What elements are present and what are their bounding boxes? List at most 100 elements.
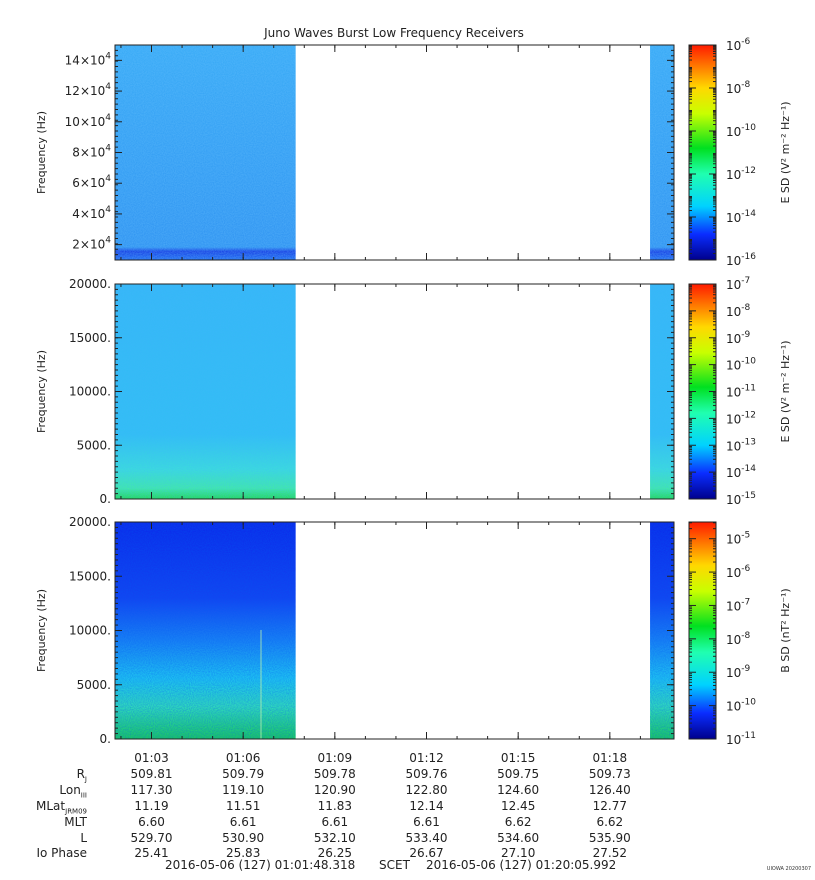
colorbar-2: 10-7 10-8 10-9 10-10 10-11 10-12 10-13 10-14 10-… [688, 276, 792, 507]
ephemeris-label: RJ [76, 767, 87, 784]
ephemeris-value: 509.75 [497, 767, 540, 781]
ephemeris-value: 27.52 [592, 846, 628, 860]
ephemeris-value: 509.79 [222, 767, 265, 781]
y-tick-label: 8×104 [72, 144, 111, 160]
colorbar-tick-label: 10-7 [726, 276, 750, 292]
colorbar-tick-label: 10-10 [726, 357, 756, 373]
credit-text: UIOWA 20200307 [766, 866, 811, 872]
colorbar-tick-label: 10-12 [726, 410, 756, 426]
ephemeris-value: 530.90 [222, 831, 265, 845]
ephemeris-value: 119.10 [222, 783, 265, 797]
time-tick-label: 01:03 [134, 751, 169, 765]
colorbar-tick-label: 10-15 [726, 491, 756, 507]
data-block-noise-2 [650, 45, 674, 260]
ephemeris-value: 6.61 [229, 815, 257, 829]
colorbar-tick-label: 10-8 [726, 303, 751, 319]
ephemeris-value: 27.10 [500, 846, 536, 860]
colorbar-label: E SD (V² m⁻² Hz⁻¹) [779, 101, 792, 203]
y-tick-label: 6×104 [72, 174, 111, 190]
colorbar-tick-label: 10-16 [726, 252, 756, 268]
ephemeris-value: 534.60 [497, 831, 540, 845]
y-tick-label: 20000. [69, 515, 111, 529]
ephemeris-value: 509.81 [130, 767, 173, 781]
spectrogram-panel-2: 0. 5000. 10000. 15000. 20000. Frequency (Hz) 1… [35, 276, 792, 507]
data-block-noise-1 [114, 45, 296, 260]
y-tick-label: 15000. [69, 331, 111, 345]
ephemeris-value: 126.40 [588, 783, 631, 797]
ephemeris-value: 529.70 [130, 831, 173, 845]
spectrogram-panel-3: 0. 5000. 10000. 15000. 20000. Frequency (Hz) 1… [35, 515, 792, 747]
y-tick-label: 5000. [77, 438, 111, 452]
colorbar-label: E SD (V² m⁻² Hz⁻¹) [779, 340, 792, 442]
colorbar-tick-label: 10-9 [726, 330, 751, 346]
y-tick-label: 14×104 [65, 51, 112, 67]
colorbar-tick-label: 10-9 [726, 664, 751, 680]
ephemeris-value: 6.60 [138, 815, 165, 829]
y-tick-label: 12×104 [65, 82, 112, 98]
colorbar-tick-label: 10-14 [726, 209, 756, 225]
colorbar-tick-label: 10-8 [726, 80, 751, 96]
ephemeris-value: 12.14 [409, 799, 444, 813]
ephemeris-value: 26.25 [317, 846, 353, 860]
ephemeris-value: 124.60 [497, 783, 540, 797]
ephemeris-value: 122.80 [405, 783, 448, 797]
ephemeris-value: 12.45 [500, 799, 536, 813]
colorbar-gradient [688, 521, 717, 740]
colorbar-tick-label: 10-5 [726, 531, 750, 547]
ephemeris-value: 6.62 [596, 815, 624, 829]
ephemeris-value: 509.76 [405, 767, 448, 781]
colorbar-tick-label: 10-13 [726, 437, 756, 453]
colorbar-1: 10-6 10-8 10-10 10-12 10-14 10-16 E SD (V² m⁻²… [688, 37, 792, 268]
ephemeris-label: MLT [64, 815, 87, 829]
ephemeris-label: Io Phase [36, 846, 87, 860]
colorbar-tick-label: 10-11 [726, 384, 756, 400]
data-block-noise-1 [114, 522, 296, 739]
ephemeris-value: 26.67 [409, 846, 444, 860]
y-tick-label: 20000. [69, 277, 111, 291]
ephemeris-value: 6.61 [413, 815, 440, 829]
y-tick-label: 10×104 [65, 113, 112, 129]
ephemeris-value: 11.83 [317, 799, 353, 813]
y-tick-label: 2×104 [72, 236, 111, 252]
colorbar-tick-label: 10-10 [726, 123, 756, 139]
y-tick-label: 5000. [77, 678, 111, 692]
y-axis-label: Frequency (Hz) [35, 111, 48, 194]
time-tick-label: 01:06 [226, 751, 261, 765]
ephemeris-value: 11.19 [134, 799, 169, 813]
ephemeris-value: 509.78 [313, 767, 356, 781]
y-tick-label: 0. [100, 492, 111, 506]
ephemeris-value: 25.83 [225, 846, 261, 860]
footer-start-time: 2016-05-06 (127) 01:01:48.318 [165, 858, 356, 872]
spectrogram-panel-1: 2×104 4×104 6×104 8×104 10×104 12×104 14×104 Fr… [35, 37, 792, 268]
y-tick-label: 10000. [69, 624, 111, 638]
time-tick-label: 01:15 [501, 751, 536, 765]
ephemeris-label-subscript: J [84, 775, 87, 784]
y-tick-label: 4×104 [72, 205, 111, 221]
colorbar-tick-label: 10-14 [726, 464, 756, 480]
ephemeris-value: 120.90 [313, 783, 356, 797]
ephemeris-value: 117.30 [130, 783, 173, 797]
data-block-noise-1 [114, 284, 296, 499]
colorbar-3: 10-5 10-6 10-7 10-8 10-9 10-10 10-11 B SD (nT² … [688, 521, 792, 747]
ephemeris-label-subscript: III [80, 791, 87, 800]
footer-scet-label: SCET [379, 858, 410, 872]
time-tick-label: 01:12 [409, 751, 444, 765]
colorbar-tick-label: 10-7 [726, 597, 750, 613]
ephemeris-value: 25.41 [134, 846, 169, 860]
y-axis-label: Frequency (Hz) [35, 589, 48, 672]
y-axis-label: Frequency (Hz) [35, 350, 48, 433]
colorbar-tick-label: 10-6 [726, 37, 751, 53]
ephemeris-label: MLatJRM09 [36, 799, 87, 816]
colorbar-tick-label: 10-11 [726, 731, 756, 747]
chart-title: Juno Waves Burst Low Frequency Receivers [263, 26, 524, 40]
time-axis: 01:03 01:06 01:09 01:12 01:15 01:18 [134, 751, 627, 765]
panels: 2×104 4×104 6×104 8×104 10×104 12×104 14×104 Fr… [35, 37, 792, 747]
colorbar-tick-label: 10-10 [726, 698, 756, 714]
ephemeris-label: L [80, 831, 87, 845]
colorbar-tick-label: 10-6 [726, 564, 751, 580]
ephemeris-value: 509.73 [588, 767, 631, 781]
y-tick-label: 10000. [69, 385, 111, 399]
ephemeris-label-subscript: JRM09 [65, 807, 87, 816]
colorbar-label: B SD (nT² Hz⁻¹) [779, 588, 792, 672]
